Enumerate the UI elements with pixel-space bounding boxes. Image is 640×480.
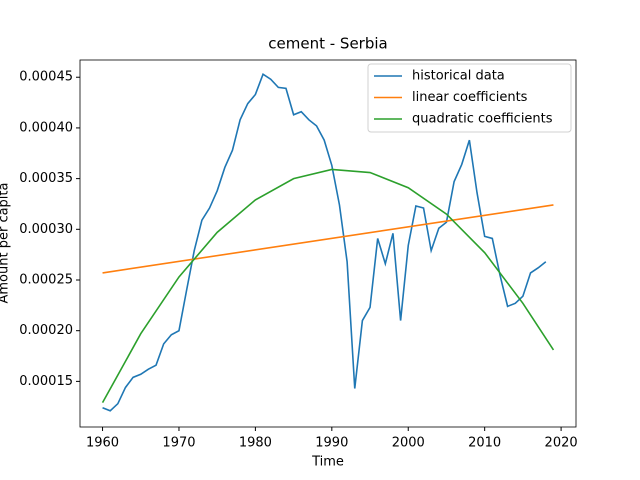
x-tick-label: 1990: [315, 436, 348, 451]
data-line: [102, 204, 554, 274]
data-line: [102, 72, 547, 412]
y-tick-label: 0.00015: [19, 374, 73, 389]
legend-label: historical data: [412, 69, 505, 84]
y-tick-label: 0.00035: [19, 171, 73, 186]
y-axis-label: Amount per capita: [0, 183, 12, 304]
legend-label: linear coefficients: [412, 90, 528, 105]
y-tick-label: 0.00030: [19, 222, 73, 237]
x-tick-label: 2000: [392, 436, 425, 451]
x-tick-label: 1960: [86, 436, 119, 451]
y-tick-label: 0.00040: [19, 120, 73, 135]
plot-frame: [79, 59, 577, 428]
x-axis-label: Time: [311, 455, 344, 470]
x-tick-label: 1970: [162, 436, 195, 451]
y-tick-label: 0.00020: [19, 323, 73, 338]
legend-box: [367, 63, 572, 133]
data-line: [101, 168, 555, 404]
chart-title: cement - Serbia: [268, 35, 387, 53]
y-tick-label: 0.00025: [19, 272, 73, 287]
x-tick-label: 1980: [239, 436, 272, 451]
x-tick-label: 2020: [545, 436, 578, 451]
y-tick-label: 0.00045: [19, 70, 73, 85]
legend-label: quadratic coefficients: [412, 112, 553, 127]
x-tick-label: 2010: [468, 436, 501, 451]
